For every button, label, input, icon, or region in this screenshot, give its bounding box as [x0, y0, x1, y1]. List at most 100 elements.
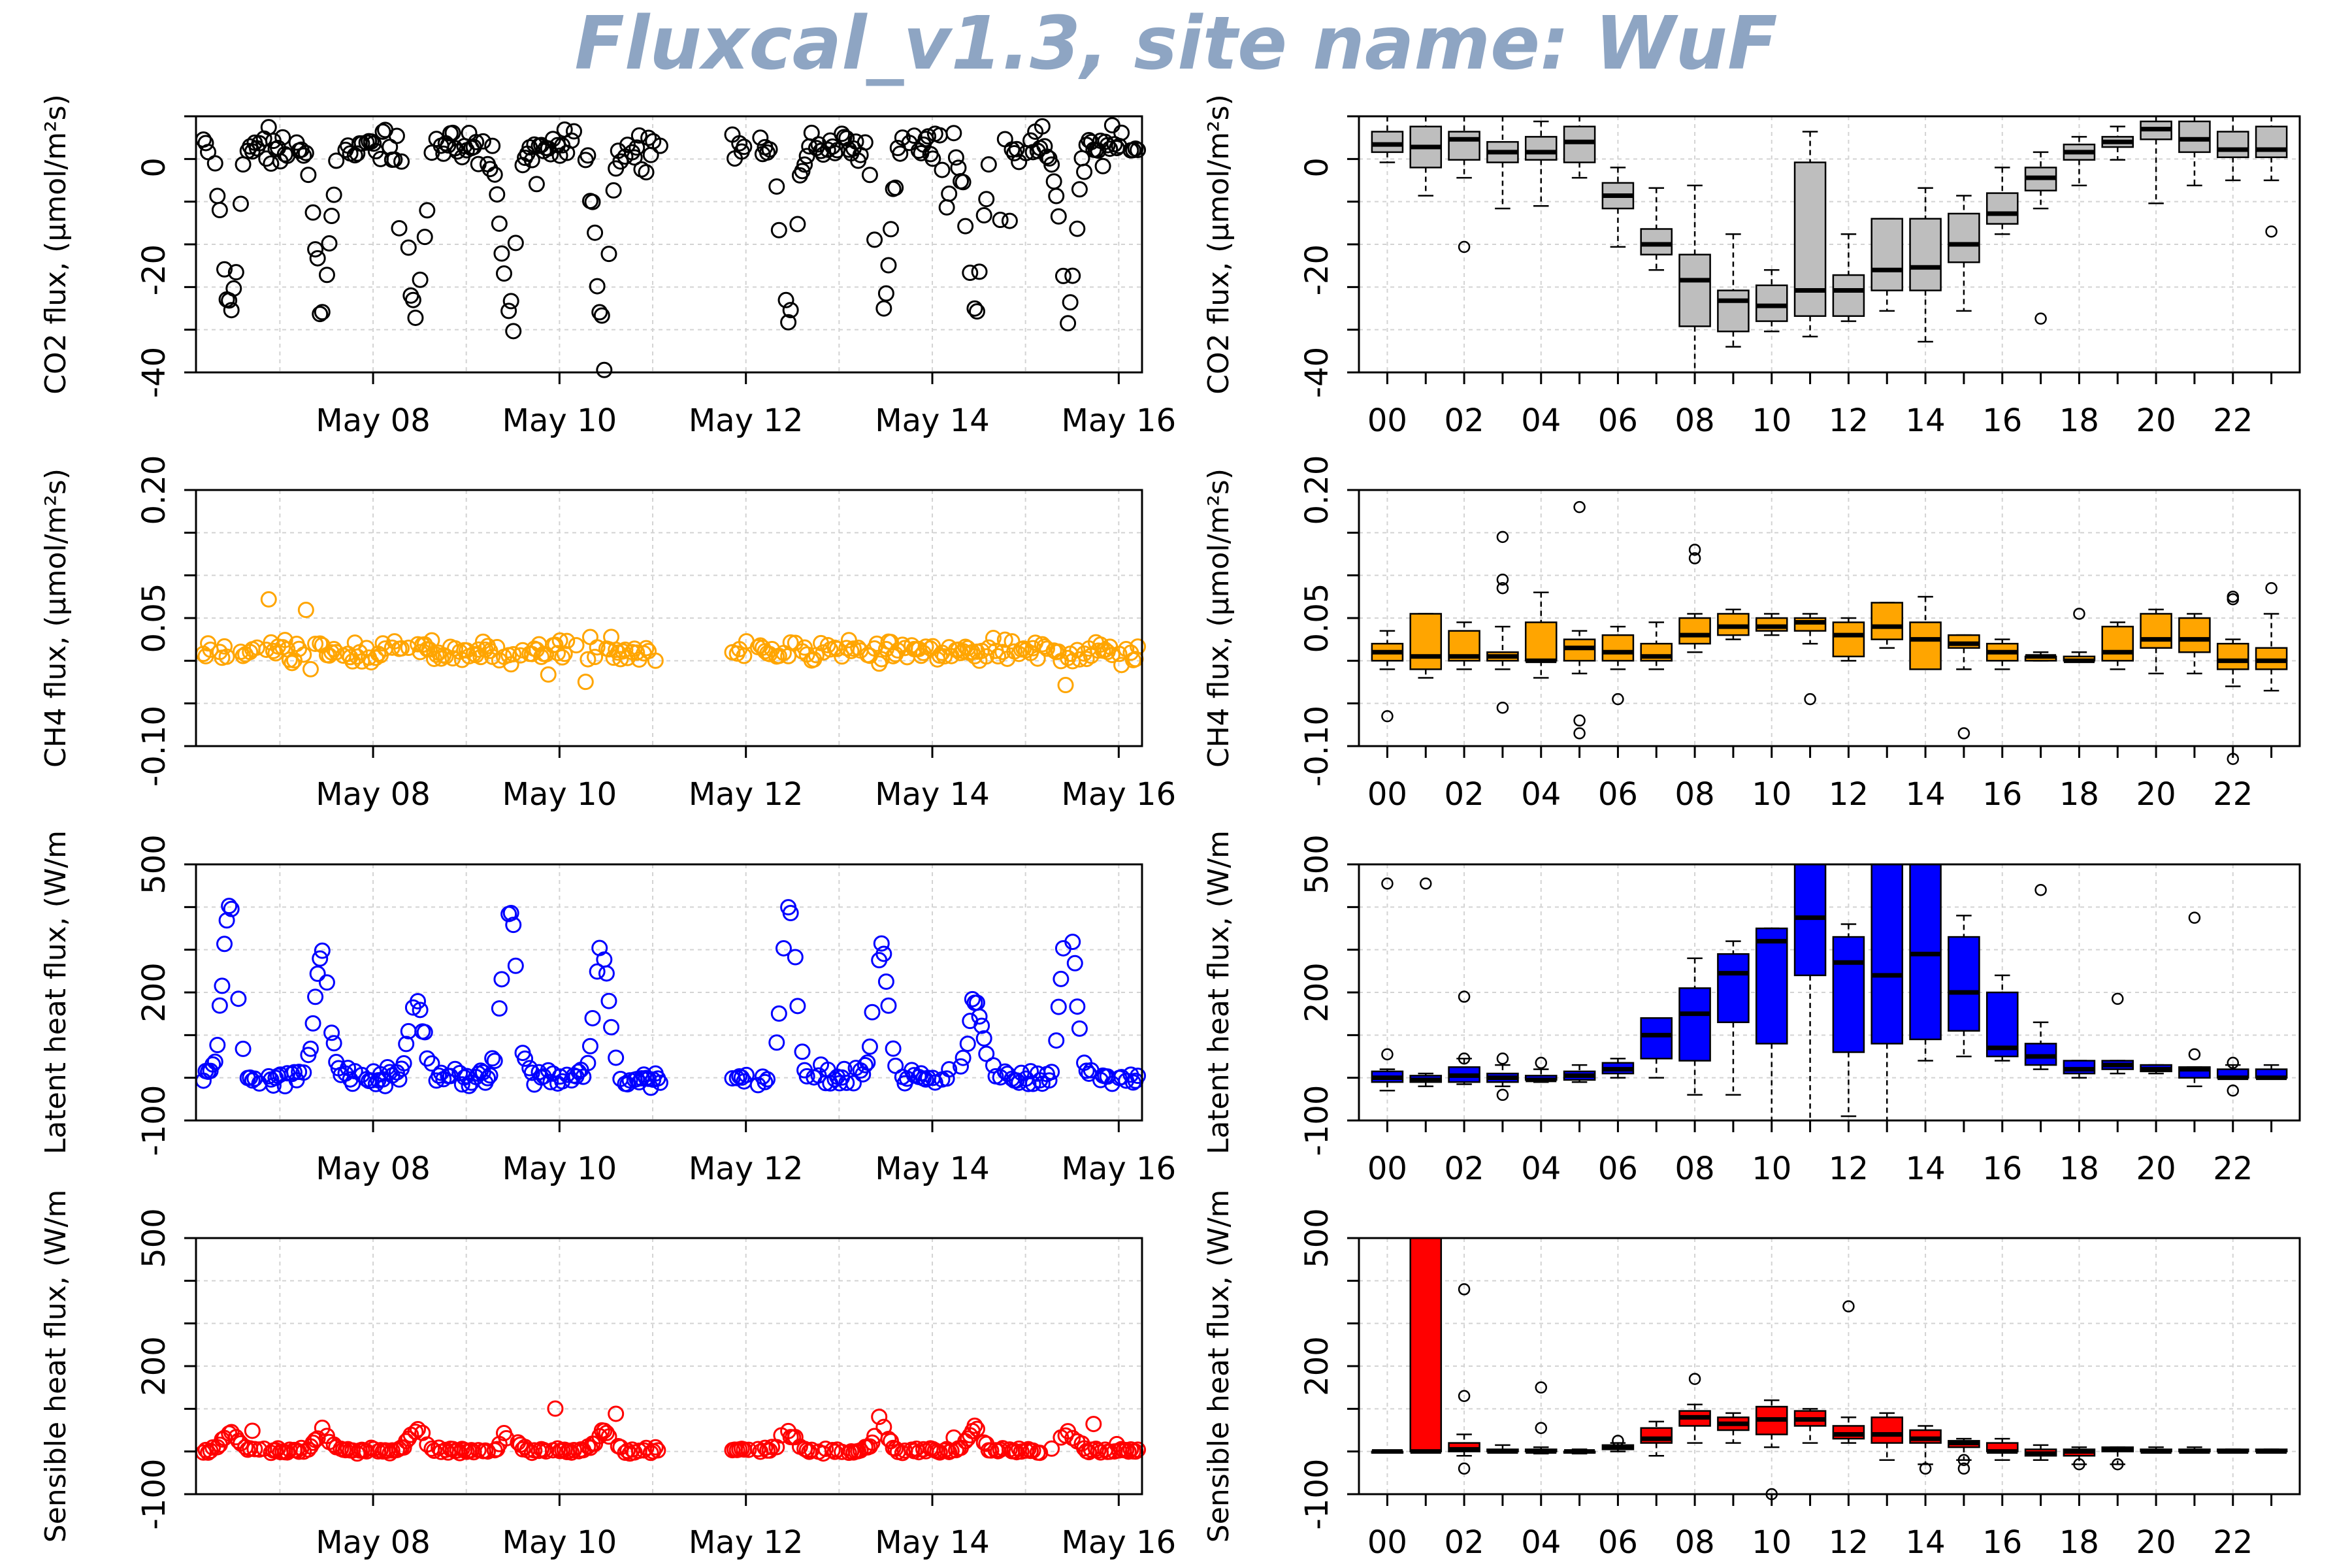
scatter-point — [647, 652, 664, 669]
scatter-point — [502, 293, 519, 310]
scatter-point — [505, 323, 522, 340]
scatter-point — [559, 1066, 576, 1083]
x-tick-label: 00 — [1367, 1151, 1407, 1187]
scatter-point — [757, 1073, 774, 1090]
scatter-point — [761, 141, 778, 158]
scatter-point — [1053, 970, 1070, 987]
y-axis-label: Sensible heat flux, (W/m — [39, 1190, 73, 1543]
x-tick-label: May 10 — [502, 1524, 617, 1561]
scatter-point — [736, 139, 753, 155]
box-outlier — [1458, 1390, 1471, 1402]
box-iqr — [1870, 863, 1904, 1045]
box-iqr — [1640, 1017, 1673, 1060]
x-tick-label: May 10 — [502, 1151, 617, 1187]
box-outlier — [2034, 312, 2047, 325]
scatter-point — [1029, 650, 1046, 667]
scatter-point — [1050, 998, 1067, 1015]
scatter-point — [873, 935, 890, 952]
scatter-point — [227, 264, 244, 281]
scatter-point — [1048, 188, 1065, 204]
scatter-point — [491, 1000, 508, 1017]
scatter-point — [195, 1072, 212, 1089]
scatter-point — [505, 917, 522, 934]
scatter-point — [934, 161, 951, 178]
scatter-point — [996, 131, 1013, 148]
scatter-point — [423, 1055, 440, 1072]
scatter-point — [507, 235, 524, 252]
scatter-point — [587, 648, 604, 665]
box-outlier — [1458, 1283, 1471, 1296]
scatter-point — [211, 201, 228, 218]
scatter-point — [861, 167, 878, 184]
x-tick-label: 20 — [2136, 402, 2176, 439]
scatter-point — [633, 1070, 650, 1086]
scatter-point — [638, 164, 655, 181]
box-iqr — [1948, 212, 1980, 263]
y-tick-label: -40 — [1299, 347, 1335, 398]
scatter-point — [957, 218, 974, 235]
scatter-point — [752, 129, 769, 146]
x-tick-label: May 12 — [689, 1524, 804, 1561]
scatter-point — [328, 152, 345, 169]
scatter-point — [600, 246, 617, 263]
x-tick-label: 12 — [1829, 776, 1869, 813]
scatter-point — [480, 1443, 497, 1460]
scatter-point — [502, 656, 519, 673]
scatter-point — [502, 905, 519, 922]
scatter-point — [484, 1050, 501, 1067]
scatter-point — [941, 1061, 958, 1078]
scatter-point — [920, 128, 937, 145]
scatter-point — [493, 971, 510, 988]
x-tick-label: 00 — [1367, 402, 1407, 439]
scatter-point — [391, 220, 408, 237]
scatter-point — [591, 304, 608, 321]
scatter-point — [223, 302, 240, 319]
scatter-point — [304, 1015, 321, 1032]
x-tick-label: May 16 — [1062, 1151, 1177, 1187]
scatter-point — [941, 185, 958, 202]
scatter-point — [589, 639, 606, 656]
scatter-point — [470, 641, 487, 658]
scatter-point — [584, 1009, 601, 1026]
x-tick-label: 08 — [1675, 776, 1715, 813]
box-outlier — [2265, 225, 2278, 238]
scatter-point — [295, 646, 312, 663]
scatter-point — [1032, 1445, 1049, 1462]
chart-le_box: -100 200 500 00 02 04 06 08 10 12 14 16 18 20 22 Latent… — [1202, 830, 2301, 1187]
x-tick-label: 04 — [1521, 1524, 1561, 1561]
scatter-point — [453, 1076, 470, 1093]
scatter-point — [861, 1038, 878, 1055]
scatter-point — [325, 1035, 342, 1052]
x-tick-label: 08 — [1675, 1151, 1715, 1187]
box-outlier — [1535, 1056, 1547, 1070]
scatter-point — [206, 155, 223, 172]
scatter-point — [877, 973, 894, 990]
box-outlier — [1381, 1048, 1394, 1060]
scatter-point — [629, 139, 645, 156]
scatter-point — [309, 250, 326, 267]
scatter-point — [297, 144, 314, 161]
y-axis-label: Latent heat flux, (W/m — [1202, 830, 1235, 1154]
x-tick-label: May 16 — [1062, 776, 1177, 813]
scatter-point — [885, 1040, 902, 1057]
scatter-point — [500, 302, 517, 319]
y-tick-label: 200 — [136, 1336, 172, 1396]
scatter-point — [393, 153, 410, 170]
scatter-point — [796, 639, 813, 656]
box-iqr — [1909, 218, 1942, 291]
scatter-point — [307, 988, 324, 1005]
x-tick-label: May 14 — [875, 1524, 990, 1561]
scatter-point — [563, 132, 580, 149]
scatter-point — [959, 1036, 976, 1053]
scatter-point — [968, 303, 985, 320]
figure-title: Fluxcal_v1.3, site name: WuF — [574, 1, 1778, 86]
x-tick-label: 02 — [1445, 1524, 1484, 1561]
scatter-point — [600, 1428, 617, 1445]
scatter-point — [314, 1419, 331, 1436]
scatter-point — [507, 957, 524, 974]
scatter-point — [312, 306, 329, 323]
scatter-point — [971, 263, 988, 280]
scatter-point — [845, 1075, 862, 1092]
scatter-point — [775, 939, 792, 956]
x-tick-label: 16 — [1982, 1151, 2022, 1187]
